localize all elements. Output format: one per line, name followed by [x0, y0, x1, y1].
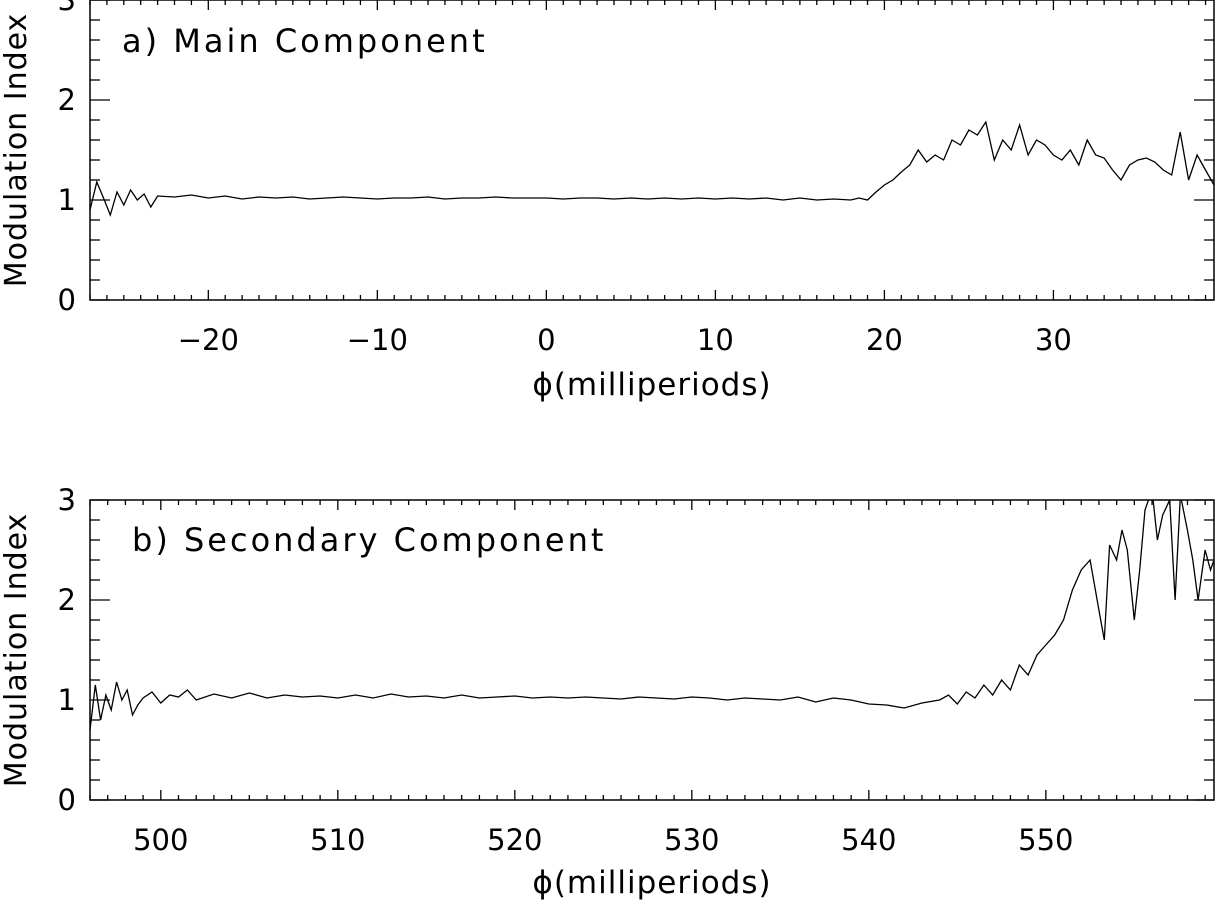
panel-secondary-component: 500 510 520 530 540 550 0 1 2 3 b) Secondary Com… — [0, 483, 1215, 901]
x-tick-label: 540 — [841, 823, 896, 857]
x-tick-label: −10 — [347, 323, 408, 357]
plot-frame — [89, 499, 1215, 801]
plot-frame — [89, 0, 1215, 301]
x-tick-label: 500 — [133, 823, 188, 857]
y-axis-label: Modulation Index — [0, 13, 34, 288]
chart-title: a) Main Component — [122, 22, 488, 60]
x-tick-labels: 500 510 520 530 540 550 — [133, 823, 1073, 857]
x-tick-label: 530 — [664, 823, 719, 857]
y-tick-label: 1 — [58, 683, 76, 717]
x-tick-label: 550 — [1018, 823, 1073, 857]
x-tick-labels: −20 −10 0 10 20 30 — [178, 323, 1072, 357]
x-tick-label: −20 — [178, 323, 239, 357]
tick-marks — [89, 0, 1214, 301]
x-tick-label: 510 — [310, 823, 365, 857]
x-tick-label: 520 — [487, 823, 542, 857]
y-tick-label: 3 — [58, 483, 76, 517]
y-tick-label: 3 — [58, 0, 76, 17]
y-tick-label: 0 — [58, 783, 76, 817]
x-tick-label: 10 — [697, 323, 734, 357]
x-axis-label: ϕ(milliperiods) — [532, 865, 771, 901]
series-line — [90, 500, 1214, 731]
y-tick-label: 2 — [58, 583, 76, 617]
x-tick-label: 30 — [1035, 323, 1072, 357]
y-tick-labels: 0 1 2 3 — [58, 483, 76, 817]
chart-title: b) Secondary Component — [132, 521, 606, 559]
series-line — [90, 120, 1214, 217]
x-axis-label: ϕ(milliperiods) — [532, 367, 771, 403]
y-axis-label: Modulation Index — [0, 513, 34, 788]
y-tick-label: 1 — [58, 183, 76, 217]
y-tick-label: 0 — [58, 283, 76, 317]
y-tick-label: 2 — [58, 83, 76, 117]
y-tick-labels: 0 1 2 3 — [58, 0, 76, 317]
x-tick-label: 20 — [866, 323, 903, 357]
x-tick-label: 0 — [537, 323, 555, 357]
panel-main-component: −20 −10 0 10 20 30 0 1 2 3 a) Main Component Mod… — [0, 0, 1215, 403]
